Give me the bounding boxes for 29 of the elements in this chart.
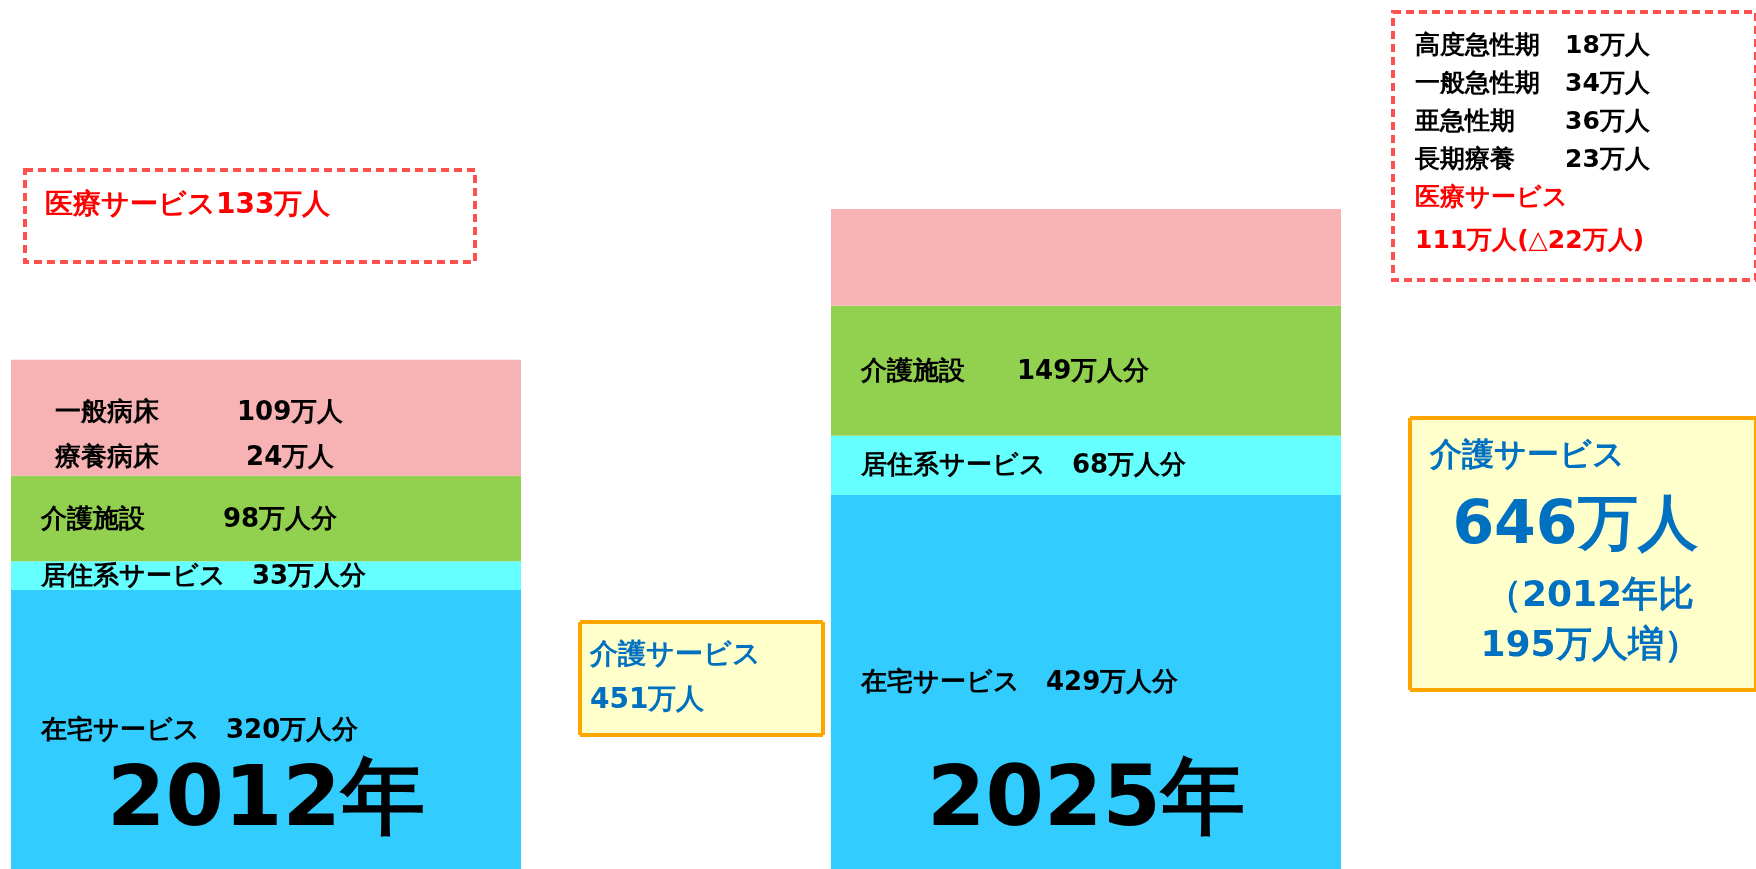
data-label: 在宅サービス 429万人分 [859, 665, 1180, 696]
annotation: 介護サービス [1429, 435, 1625, 473]
annotation: 111万人(△22万人) [1415, 225, 1645, 254]
text: 亜急性期 36万人 [1414, 106, 1651, 135]
data-label: 在宅サービス 320万人分 [40, 713, 360, 744]
x-tick-label: 2012年 [107, 747, 425, 845]
data-label: 介護施設 149万人分 [859, 354, 1151, 385]
data-label: 居住系サービス 33万人分 [40, 559, 368, 590]
bar [11, 590, 522, 869]
text: 一般急性期 34万人 [1415, 68, 1651, 97]
bar [830, 209, 1341, 306]
data-label: 介護施設 98万人分 [40, 502, 339, 533]
annotation: 451万人 [590, 682, 706, 715]
annotation: （2012年比 [1485, 573, 1695, 614]
bar [11, 475, 522, 562]
data-label: 居住系サービス 68万人分 [859, 449, 1188, 480]
bar [830, 305, 1341, 436]
annotation: 療養病床 24万人 [54, 441, 336, 471]
annotation: 646万人 [1452, 487, 1698, 557]
annotation: 医療サービス133万人 [45, 187, 332, 220]
x-tick-label: 2025年 [927, 747, 1245, 845]
annotation: 195万人増） [1480, 623, 1700, 664]
text: 長期療養 23万人 [1414, 144, 1651, 173]
text: 高度急性期 18万人 [1415, 30, 1651, 59]
annotation: 医療サービス [1415, 182, 1568, 211]
bar [11, 359, 522, 476]
annotation: 一般病床 109万人 [55, 396, 345, 426]
bar [830, 494, 1341, 869]
annotation: 介護サービス [589, 637, 761, 670]
